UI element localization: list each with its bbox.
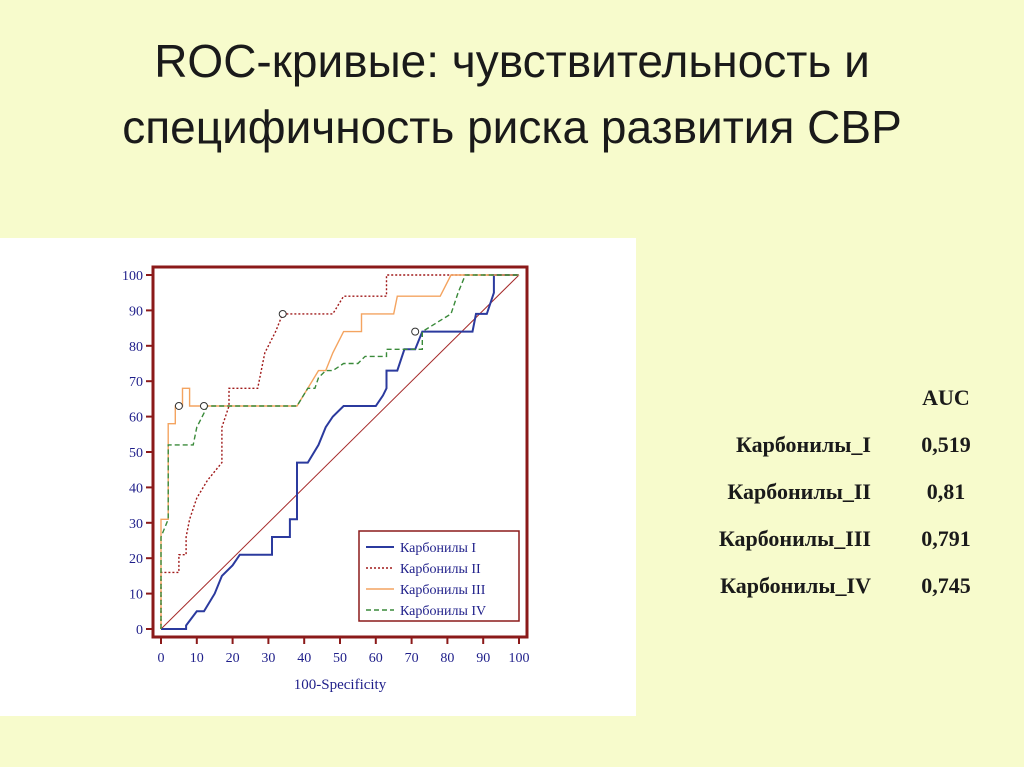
roc-series-line <box>160 274 519 629</box>
y-tick-label: 20 <box>129 552 143 567</box>
auc-row-name: Карбонилы_I <box>735 432 871 457</box>
y-tick-label: 90 <box>129 304 143 319</box>
roc-series-line <box>160 274 519 629</box>
roc-series-line <box>161 274 519 630</box>
chart-panel: 0 10 20 30 40 50 60 70 80 90 100 0 10 20 30 40 50 60 70 80 9… <box>0 238 636 716</box>
x-tick-label: 40 <box>297 651 311 666</box>
legend-label: Карбонилы I <box>400 541 476 556</box>
auc-row-value: 0,745 <box>921 573 971 598</box>
x-tick-label: 80 <box>440 651 454 666</box>
x-tick-label: 10 <box>190 651 204 666</box>
y-tick-label: 0 <box>136 623 143 638</box>
auc-row-value: 0,81 <box>926 479 966 504</box>
y-tick-label: 70 <box>129 375 143 390</box>
y-tick-label: 60 <box>129 411 143 426</box>
y-tick-label: 100 <box>122 269 143 284</box>
x-tick-label: 30 <box>261 651 275 666</box>
slide-title: ROC-кривые: чувствительность и специфичн… <box>122 35 902 153</box>
auc-row-name: Карбонилы_IV <box>720 573 871 598</box>
x-axis-label: 100-Specificity <box>294 677 387 693</box>
legend-label: Карбонилы III <box>400 583 486 598</box>
y-tick-label: 50 <box>129 446 143 461</box>
y-tick-label: 30 <box>129 517 143 532</box>
y-tick-label: 10 <box>129 588 143 603</box>
x-tick-label: 20 <box>226 651 240 666</box>
auc-row-name: Карбонилы_II <box>727 479 871 504</box>
auc-row-name: Карбонилы_III <box>718 526 871 551</box>
reference-diagonal <box>160 274 520 630</box>
cutoff-marker <box>411 327 420 336</box>
y-tick-label: 40 <box>129 481 143 496</box>
x-tick-label: 0 <box>158 651 165 666</box>
cutoff-marker <box>174 401 183 410</box>
legend-label: Карбонилы IV <box>400 604 486 619</box>
cutoff-marker <box>199 401 208 410</box>
auc-row-value: 0,791 <box>921 526 971 551</box>
legend-label: Карбонилы II <box>400 562 481 577</box>
x-tick-label: 50 <box>333 651 347 666</box>
auc-header: AUC <box>922 385 970 410</box>
x-tick-label: 60 <box>369 651 383 666</box>
roc-chart: 0 10 20 30 40 50 60 70 80 90 100 0 10 20 30 40 50 60 70 80 9… <box>122 265 530 693</box>
cutoff-marker <box>278 309 287 318</box>
auc-row-value: 0,519 <box>921 432 971 457</box>
x-tick-label: 100 <box>509 651 530 666</box>
x-tick-label: 70 <box>405 651 419 666</box>
y-tick-label: 80 <box>129 340 143 355</box>
x-tick-label: 90 <box>476 651 490 666</box>
